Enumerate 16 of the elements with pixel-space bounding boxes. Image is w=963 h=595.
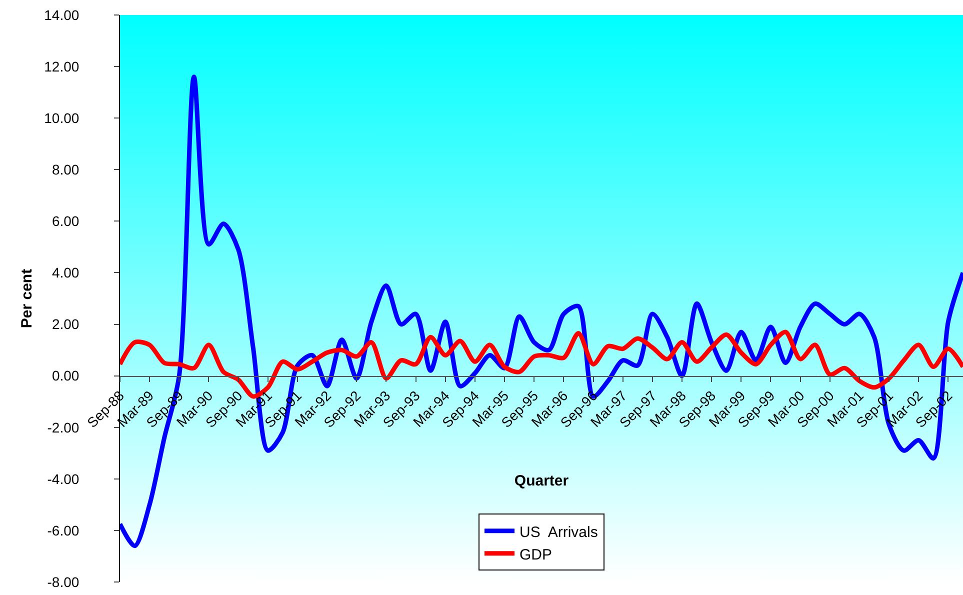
y-tick-label: -4.00 [47, 470, 80, 487]
y-tick-label: -6.00 [47, 522, 80, 538]
legend-label: GDP [520, 546, 552, 564]
y-tick-label: 6.00 [52, 213, 80, 230]
y-axis-title: Per cent [18, 268, 36, 328]
y-tick-label: 8.00 [52, 162, 80, 178]
y-tick-label: -2.00 [47, 419, 80, 436]
legend-label: US Arrivals [520, 524, 598, 541]
y-tick-label: -8.00 [47, 574, 80, 590]
y-tick-label: 12.00 [44, 58, 80, 74]
y-tick-label: 2.00 [52, 316, 80, 332]
y-tick-label: 10.00 [44, 110, 80, 126]
y-tick-label: 0.00 [52, 368, 80, 384]
y-tick-label: 14.00 [44, 6, 80, 23]
y-tick-label: 4.00 [52, 264, 80, 281]
x-axis-title: Quarter [514, 472, 569, 490]
